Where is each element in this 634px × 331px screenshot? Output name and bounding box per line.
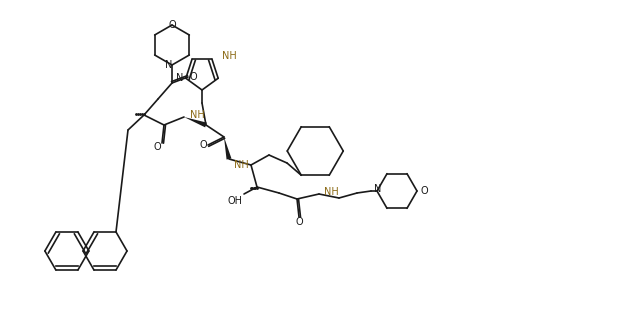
- Text: NH: NH: [190, 110, 205, 120]
- Text: O: O: [153, 142, 161, 152]
- Polygon shape: [224, 137, 231, 160]
- Text: O: O: [199, 140, 207, 150]
- Text: N: N: [165, 60, 172, 70]
- Text: N: N: [374, 184, 382, 194]
- Text: NH: NH: [324, 187, 339, 197]
- Text: N: N: [176, 73, 183, 83]
- Text: NH: NH: [222, 51, 236, 61]
- Text: O: O: [295, 217, 303, 227]
- Text: OH: OH: [228, 196, 242, 206]
- Polygon shape: [184, 117, 207, 127]
- Text: NH: NH: [234, 160, 249, 170]
- Text: O: O: [168, 20, 176, 30]
- Text: O: O: [189, 72, 197, 82]
- Text: O: O: [421, 186, 429, 196]
